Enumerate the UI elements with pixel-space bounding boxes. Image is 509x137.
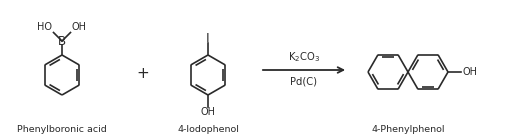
Text: OH: OH [72, 22, 87, 32]
Text: Phenylboronic acid: Phenylboronic acid [17, 125, 107, 133]
Text: Pd(C): Pd(C) [290, 76, 317, 86]
Text: OH: OH [462, 67, 477, 77]
Text: 4-Iodophenol: 4-Iodophenol [177, 125, 239, 133]
Text: K$_2$CO$_3$: K$_2$CO$_3$ [287, 50, 320, 64]
Text: OH: OH [200, 107, 215, 117]
Text: 4-Phenylphenol: 4-Phenylphenol [371, 125, 444, 133]
Text: B: B [58, 35, 66, 48]
Text: I: I [206, 32, 209, 45]
Text: +: + [136, 65, 149, 81]
Text: HO: HO [37, 22, 52, 32]
